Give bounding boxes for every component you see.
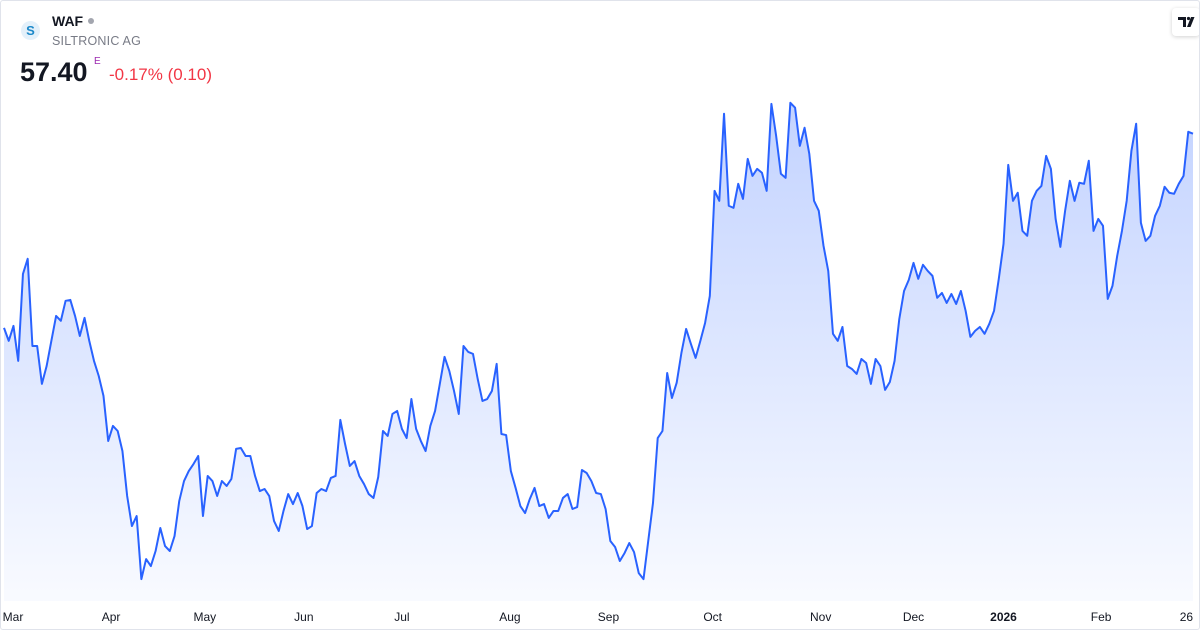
price: 57.40	[20, 57, 88, 87]
symbol[interactable]: WAF	[52, 13, 84, 29]
x-tick-label: Nov	[810, 610, 831, 624]
brand-logo[interactable]	[1172, 8, 1199, 36]
x-tick-label: Jul	[394, 610, 409, 624]
x-tick-label: 26	[1180, 610, 1194, 624]
x-tick-label: Aug	[499, 610, 520, 624]
market-status	[88, 18, 94, 24]
x-tick-label: Oct	[703, 610, 722, 624]
x-tick-label: Dec	[903, 610, 924, 624]
x-tick-label: Feb	[1091, 610, 1112, 624]
area-fill	[4, 102, 1193, 601]
price-flag: E	[94, 56, 101, 67]
company-name: SILTRONIC AG	[52, 34, 141, 48]
x-tick-label: Jun	[294, 610, 313, 624]
x-tick-label: Apr	[102, 610, 121, 624]
price-line	[3, 101, 1194, 581]
price-change: -0.17% (0.10)	[109, 65, 212, 84]
brand-icon	[1178, 16, 1195, 27]
x-tick-label: Sep	[598, 610, 620, 624]
company-logo: S	[21, 21, 40, 40]
x-tick-label: May	[194, 610, 217, 624]
x-tick-label: Mar	[3, 610, 24, 624]
x-tick-label: 2026	[990, 610, 1017, 624]
